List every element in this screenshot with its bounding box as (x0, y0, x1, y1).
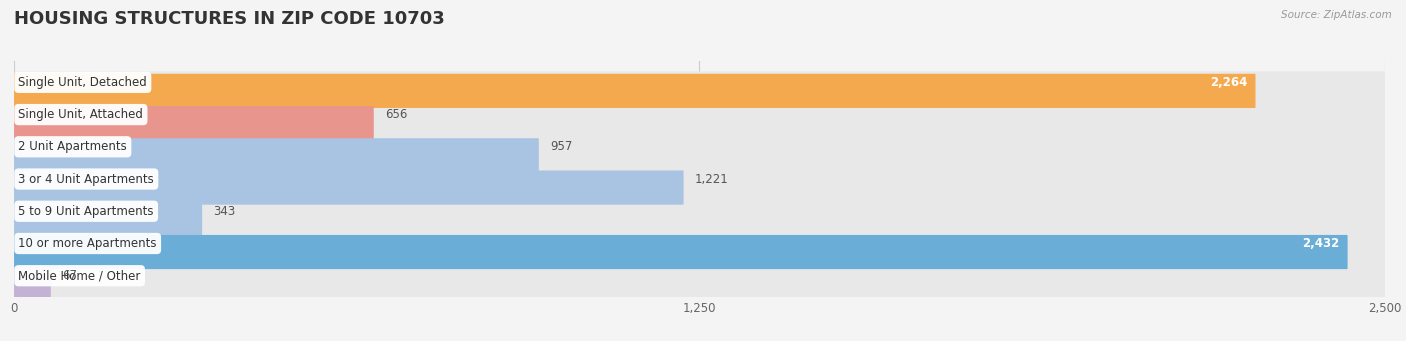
Text: 10 or more Apartments: 10 or more Apartments (18, 237, 157, 250)
Text: Single Unit, Attached: Single Unit, Attached (18, 108, 143, 121)
Text: 343: 343 (214, 205, 235, 218)
Text: 2,264: 2,264 (1211, 76, 1247, 89)
Text: Single Unit, Detached: Single Unit, Detached (18, 76, 148, 89)
Text: 656: 656 (385, 108, 408, 121)
Text: 2,432: 2,432 (1302, 237, 1340, 250)
Text: Source: ZipAtlas.com: Source: ZipAtlas.com (1281, 10, 1392, 20)
Text: 3 or 4 Unit Apartments: 3 or 4 Unit Apartments (18, 173, 155, 186)
Text: 1,221: 1,221 (695, 173, 728, 186)
Text: 5 to 9 Unit Apartments: 5 to 9 Unit Apartments (18, 205, 153, 218)
Text: 2 Unit Apartments: 2 Unit Apartments (18, 140, 127, 153)
FancyBboxPatch shape (14, 200, 1385, 244)
FancyBboxPatch shape (14, 233, 1385, 276)
FancyBboxPatch shape (14, 74, 1256, 108)
FancyBboxPatch shape (14, 106, 374, 140)
FancyBboxPatch shape (14, 267, 51, 301)
Text: Mobile Home / Other: Mobile Home / Other (18, 269, 141, 282)
FancyBboxPatch shape (14, 168, 1385, 212)
Text: 67: 67 (62, 269, 77, 282)
FancyBboxPatch shape (14, 265, 1385, 309)
FancyBboxPatch shape (14, 203, 202, 237)
FancyBboxPatch shape (14, 136, 1385, 180)
FancyBboxPatch shape (14, 104, 1385, 147)
FancyBboxPatch shape (14, 235, 1347, 269)
Text: HOUSING STRUCTURES IN ZIP CODE 10703: HOUSING STRUCTURES IN ZIP CODE 10703 (14, 10, 444, 28)
FancyBboxPatch shape (14, 138, 538, 173)
FancyBboxPatch shape (14, 71, 1385, 115)
FancyBboxPatch shape (14, 170, 683, 205)
Text: 957: 957 (550, 140, 572, 153)
